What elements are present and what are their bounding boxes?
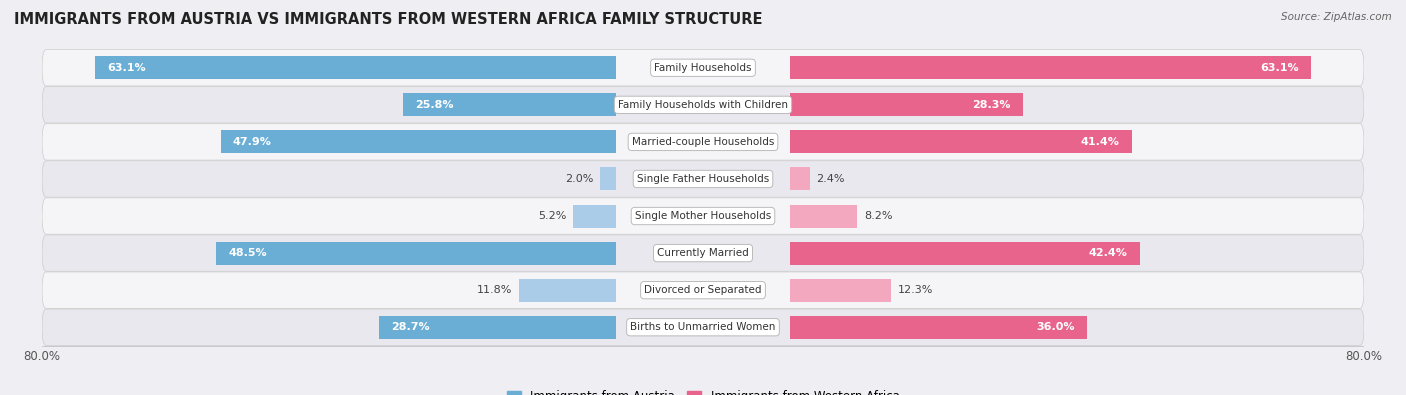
Text: IMMIGRANTS FROM AUSTRIA VS IMMIGRANTS FROM WESTERN AFRICA FAMILY STRUCTURE: IMMIGRANTS FROM AUSTRIA VS IMMIGRANTS FR… — [14, 12, 762, 27]
Bar — [790, 130, 1132, 153]
Text: 25.8%: 25.8% — [416, 100, 454, 110]
FancyBboxPatch shape — [42, 198, 1364, 234]
Text: 48.5%: 48.5% — [228, 248, 267, 258]
Bar — [600, 167, 616, 190]
Bar — [574, 205, 616, 228]
Text: Family Households: Family Households — [654, 63, 752, 73]
Text: 5.2%: 5.2% — [538, 211, 567, 221]
Bar — [790, 167, 810, 190]
FancyBboxPatch shape — [42, 272, 1364, 308]
FancyBboxPatch shape — [42, 87, 1364, 123]
Bar — [790, 56, 1310, 79]
Text: 2.4%: 2.4% — [815, 174, 845, 184]
Text: Source: ZipAtlas.com: Source: ZipAtlas.com — [1281, 12, 1392, 22]
Bar — [221, 130, 616, 153]
Bar — [790, 242, 1140, 265]
Bar — [790, 205, 858, 228]
Text: 2.0%: 2.0% — [565, 174, 593, 184]
Text: 47.9%: 47.9% — [233, 137, 271, 147]
FancyBboxPatch shape — [42, 309, 1364, 345]
FancyBboxPatch shape — [42, 124, 1364, 160]
Bar — [519, 278, 616, 302]
FancyBboxPatch shape — [42, 50, 1364, 86]
Text: Single Mother Households: Single Mother Households — [636, 211, 770, 221]
Text: Married-couple Households: Married-couple Households — [631, 137, 775, 147]
Text: 42.4%: 42.4% — [1088, 248, 1128, 258]
Text: Currently Married: Currently Married — [657, 248, 749, 258]
Legend: Immigrants from Austria, Immigrants from Western Africa: Immigrants from Austria, Immigrants from… — [502, 385, 904, 395]
Text: 63.1%: 63.1% — [107, 63, 146, 73]
Text: 8.2%: 8.2% — [865, 211, 893, 221]
Text: 41.4%: 41.4% — [1080, 137, 1119, 147]
Bar — [790, 278, 891, 302]
Text: Single Father Households: Single Father Households — [637, 174, 769, 184]
FancyBboxPatch shape — [42, 235, 1364, 271]
Text: 12.3%: 12.3% — [898, 285, 934, 295]
Bar — [380, 316, 616, 339]
Bar — [790, 316, 1087, 339]
Bar — [790, 93, 1024, 117]
Text: 11.8%: 11.8% — [477, 285, 512, 295]
Text: 28.7%: 28.7% — [392, 322, 430, 332]
Text: Births to Unmarried Women: Births to Unmarried Women — [630, 322, 776, 332]
Text: 63.1%: 63.1% — [1260, 63, 1299, 73]
FancyBboxPatch shape — [42, 161, 1364, 197]
Bar — [96, 56, 616, 79]
Bar — [404, 93, 616, 117]
Text: 36.0%: 36.0% — [1036, 322, 1074, 332]
Text: Family Households with Children: Family Households with Children — [619, 100, 787, 110]
Text: 28.3%: 28.3% — [973, 100, 1011, 110]
Bar — [215, 242, 616, 265]
Text: Divorced or Separated: Divorced or Separated — [644, 285, 762, 295]
